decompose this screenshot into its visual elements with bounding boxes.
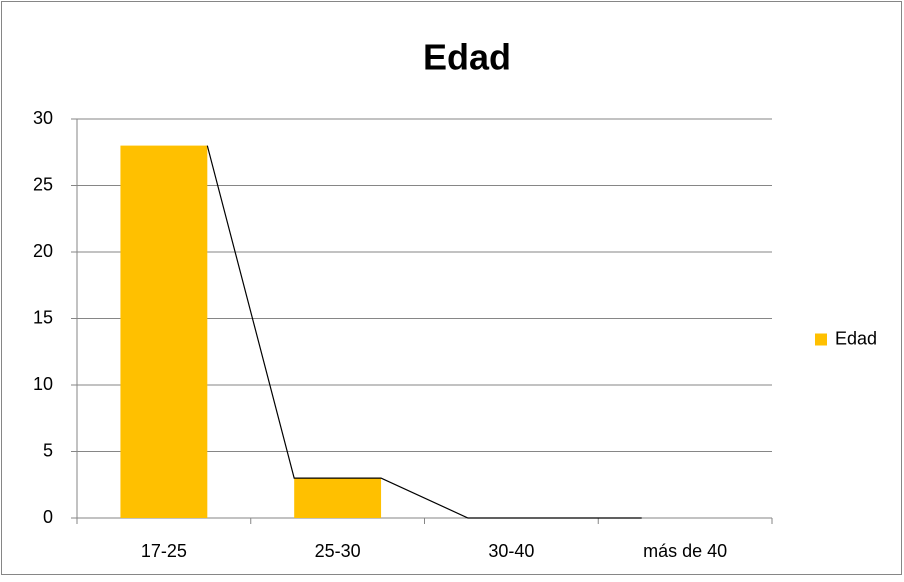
y-tick-label: 10 (33, 374, 53, 394)
x-tick-label: más de 40 (643, 541, 727, 561)
bar (294, 478, 382, 518)
chart-title: Edad (423, 37, 511, 78)
y-tick-label: 30 (33, 108, 53, 128)
y-tick-label: 15 (33, 307, 53, 327)
y-tick-label: 25 (33, 174, 53, 194)
legend-swatch (815, 333, 827, 346)
y-tick-label: 5 (43, 440, 53, 460)
bar (120, 145, 208, 518)
y-tick-label: 0 (43, 507, 53, 527)
x-tick-label: 30-40 (488, 541, 534, 561)
y-tick-label: 20 (33, 241, 53, 261)
connector-line (206, 145, 642, 519)
legend-label: Edad (835, 328, 877, 348)
x-tick-label: 17-25 (141, 541, 187, 561)
x-tick-label: 25-30 (315, 541, 361, 561)
